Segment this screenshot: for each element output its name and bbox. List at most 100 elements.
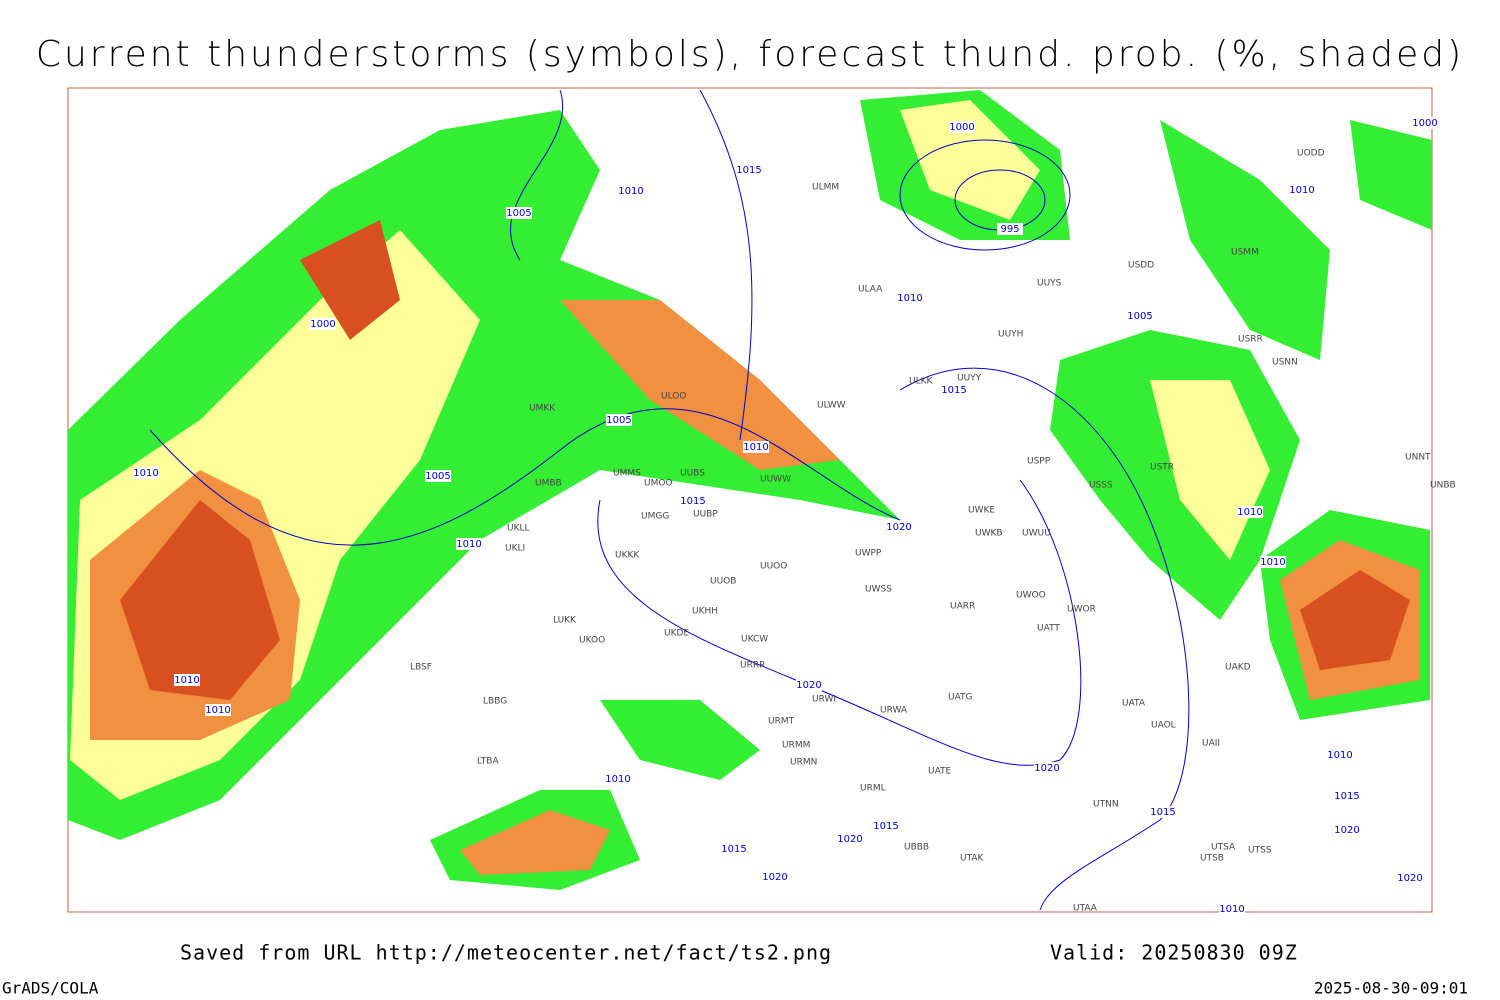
software: GrADS/COLA — [2, 979, 99, 998]
isobar-label: 1010 — [605, 774, 630, 785]
isobar-label-bg — [997, 223, 1023, 235]
isobar-label: 1015 — [873, 821, 898, 832]
isobar-label: 1005 — [425, 471, 450, 482]
isobar-label-bg — [1327, 749, 1353, 761]
isobar-label-bg — [506, 207, 532, 219]
isobar-label-bg — [618, 185, 644, 197]
isobar-label-bg — [205, 704, 231, 716]
isobar-label: 1010 — [456, 539, 481, 550]
isobar-label: 1010 — [1237, 507, 1262, 518]
isobar-label: 1020 — [837, 834, 862, 845]
isobar-label-bg — [873, 820, 899, 832]
isobar-label-bg — [1237, 506, 1263, 518]
source-url: Saved from URL http://meteocenter.net/fa… — [180, 941, 832, 965]
isobar-label: 1000 — [949, 122, 974, 133]
isobar-label: 1005 — [1127, 311, 1152, 322]
footer: Saved from URL http://meteocenter.net/fa… — [2, 941, 1468, 998]
isobar-label-bg — [1219, 903, 1245, 915]
isobar-label: 1010 — [743, 442, 768, 453]
station-label: UWOR — [1067, 605, 1096, 615]
station-label: UMBB — [535, 479, 562, 489]
station-label: UWPP — [855, 549, 882, 559]
isobar-label-bg — [721, 843, 747, 855]
station-label: UATT — [1037, 624, 1060, 634]
station-label: UKLL — [507, 524, 530, 534]
station-label: ULOO — [661, 392, 686, 402]
station-label: LUKK — [553, 616, 577, 626]
station-label: UKOO — [579, 636, 605, 646]
station-label: ULMM — [812, 183, 839, 193]
isobar-label-bg — [605, 773, 631, 785]
station-label: UKHH — [692, 607, 718, 617]
station-label: UTNN — [1093, 800, 1119, 810]
isobar-label-bg — [796, 679, 822, 691]
isobar-labels: 1000 1010 1015 1005 995 1010 1005 1000 1005 1010 1… — [133, 117, 1438, 915]
isobar-label: 1010 — [1289, 185, 1314, 196]
station-label: UUBP — [693, 510, 718, 520]
station-label: UUOO — [760, 562, 787, 572]
station-label: UWSS — [865, 585, 892, 595]
isobar-label-bg — [743, 441, 769, 453]
station-label: USTR — [1150, 463, 1174, 473]
isobar-label-bg — [886, 521, 912, 533]
station-label: UUYY — [957, 374, 982, 384]
isobar-label: 1020 — [886, 522, 911, 533]
isobar-label-bg — [606, 414, 632, 426]
isobar-label: 1010 — [1219, 904, 1244, 915]
station-label: UKKK — [615, 551, 640, 561]
isobar-label-bg — [174, 674, 200, 686]
isobar-label: 1005 — [506, 208, 531, 219]
isobar-label: 1010 — [618, 186, 643, 197]
isobar-label-bg — [837, 833, 863, 845]
station-label: USDD — [1128, 261, 1154, 271]
station-label: USPP — [1027, 457, 1051, 467]
isobar-label-bg — [1150, 806, 1176, 818]
station-label: URMM — [782, 741, 810, 751]
isobar-label-bg — [1412, 117, 1438, 129]
isobar-label: 1010 — [174, 675, 199, 686]
station-label: UUYH — [998, 330, 1023, 340]
station-label: ULAA — [858, 285, 883, 295]
station-label: UTAK — [960, 854, 985, 864]
station-label: URMT — [768, 717, 795, 727]
isobar-label: 1005 — [606, 415, 631, 426]
station-label: UKLI — [505, 544, 525, 554]
station-label: UWOO — [1016, 591, 1046, 601]
valid-time: Valid: 20250830 09Z — [1050, 941, 1298, 965]
isobar-label: 1010 — [133, 468, 158, 479]
station-label: UWKB — [975, 529, 1003, 539]
station-label: UKDE — [664, 629, 689, 639]
station-label: UAOL — [1151, 721, 1176, 731]
station-label: UWKE — [968, 506, 995, 516]
station-label: URWA — [880, 706, 908, 716]
timestamp: 2025-08-30-09:01 — [1314, 979, 1468, 998]
isobar-label: 1000 — [1412, 118, 1437, 129]
station-label: UTSB — [1200, 854, 1224, 864]
title: Current thunderstorms (symbols), forecas… — [36, 34, 1464, 75]
station-label: URWI — [812, 695, 836, 705]
isobar-label: 995 — [1000, 224, 1019, 235]
isobar-label: 1015 — [680, 496, 705, 507]
isobar-label-bg — [762, 871, 788, 883]
station-label: ULWW — [817, 401, 846, 411]
isobar-label-bg — [680, 495, 706, 507]
station-label: LBSF — [410, 663, 432, 673]
station-label: UTSS — [1248, 846, 1272, 856]
isobar-label: 1015 — [1334, 791, 1359, 802]
isobar-label-bg — [310, 318, 336, 330]
isobar-label-bg — [897, 292, 923, 304]
station-label: UATA — [1122, 699, 1146, 709]
isobar-label-bg — [456, 538, 482, 550]
isobar-label-bg — [1034, 762, 1060, 774]
isobar-label-bg — [1289, 184, 1315, 196]
station-label: UMKK — [529, 404, 556, 414]
isobar-label-bg — [736, 164, 762, 176]
station-label: URML — [860, 784, 886, 794]
station-labels: ULMM ULAA UUYS USDD USMM UUYH USRR USNN ULKK UUYY… — [410, 149, 1456, 914]
isobar-label: 1020 — [1334, 825, 1359, 836]
isobar-label: 1015 — [721, 844, 746, 855]
station-label: UTAA — [1073, 904, 1098, 914]
station-label: UNBB — [1430, 481, 1456, 491]
station-label: LTBA — [477, 757, 499, 767]
station-label: USNN — [1272, 358, 1298, 368]
